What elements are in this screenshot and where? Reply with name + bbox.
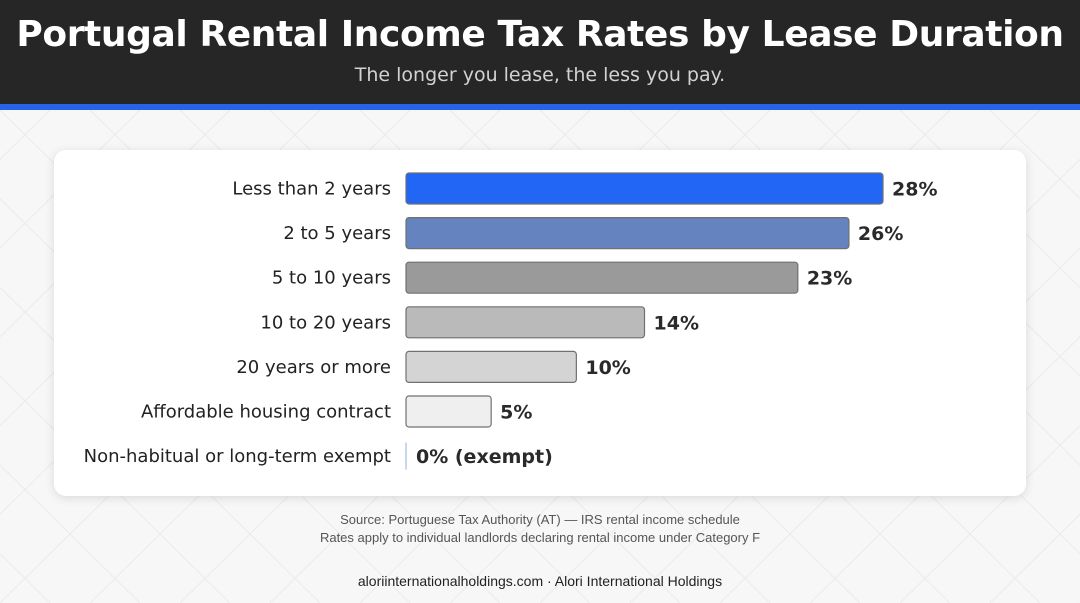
background-line: [989, 109, 1080, 200]
value-label: 5%: [500, 402, 532, 424]
source-line-1: Source: Portuguese Tax Authority (AT) — …: [340, 512, 740, 527]
category-label: 2 to 5 years: [283, 223, 391, 244]
source-line-2: Rates apply to individual landlords decl…: [319, 530, 761, 545]
background-line: [0, 375, 231, 603]
value-label: 14%: [654, 312, 699, 334]
category-label: Affordable housing contract: [141, 402, 391, 423]
chart-card: Less than 2 years 28% 2 to 5 years 26% 5 to …: [54, 150, 1026, 496]
header-accent-bar: [0, 104, 1080, 110]
bar: [405, 395, 492, 428]
bar: [405, 172, 884, 205]
bar: [405, 306, 646, 339]
page-subtitle: The longer you lease, the less you pay.: [354, 64, 726, 86]
category-label: 10 to 20 years: [260, 312, 391, 333]
background-line: [899, 424, 1080, 603]
bar-chart: Less than 2 years 28% 2 to 5 years 26% 5 to …: [84, 172, 937, 470]
background-line: [989, 513, 1080, 603]
category-label: 20 years or more: [236, 357, 391, 378]
background-line: [0, 464, 141, 603]
value-label: 10%: [585, 357, 630, 379]
page-title: Portugal Rental Income Tax Rates by Leas…: [16, 14, 1064, 55]
background-line: [809, 336, 1080, 603]
value-label: 0% (exempt): [416, 446, 553, 468]
header: Portugal Rental Income Tax Rates by Leas…: [0, 0, 1080, 104]
category-label: Less than 2 years: [232, 179, 391, 200]
category-label: Non-habitual or long-term exempt: [84, 446, 391, 467]
value-label: 26%: [858, 223, 903, 245]
value-label: 23%: [807, 268, 852, 290]
value-label: 28%: [892, 179, 937, 201]
footer-credit: aloriinternationalholdings.com · Alori I…: [357, 573, 723, 589]
bar: [405, 261, 799, 294]
category-label: 5 to 10 years: [272, 268, 391, 289]
bar: [405, 216, 850, 250]
bar: [405, 350, 577, 383]
